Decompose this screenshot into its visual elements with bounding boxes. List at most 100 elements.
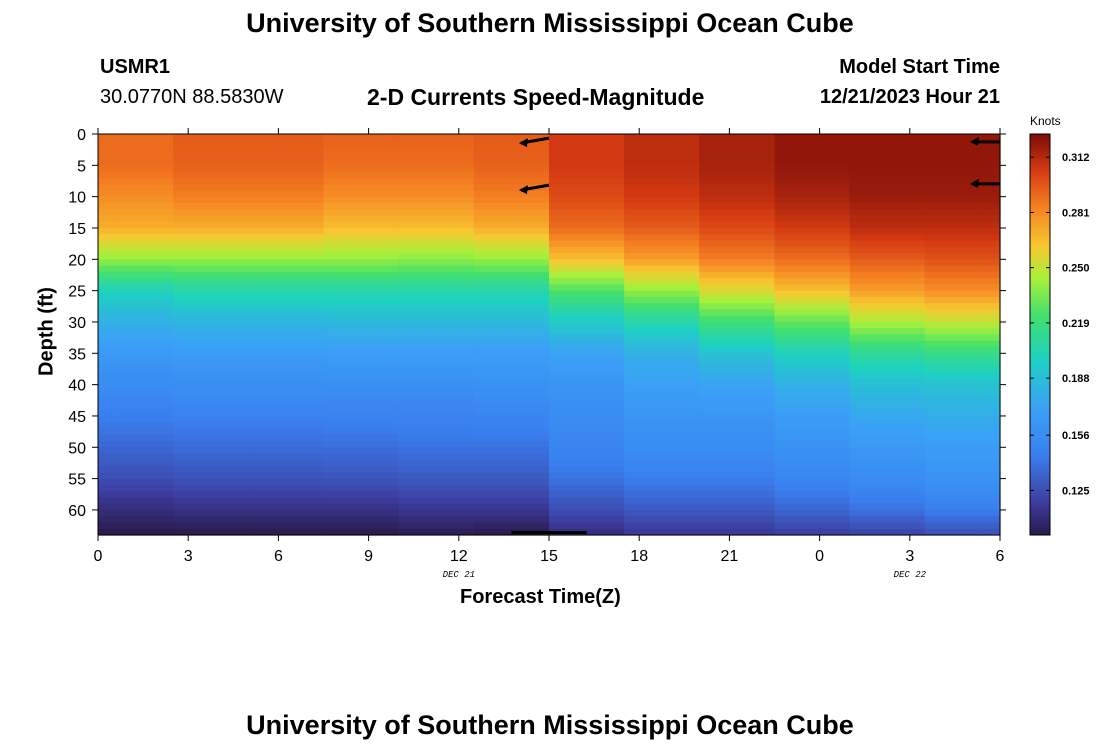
heatmap-cell <box>398 441 475 448</box>
heatmap-cell <box>924 171 982 179</box>
heatmap-cell <box>473 340 550 348</box>
heatmap-cell <box>549 202 625 210</box>
heatmap-cell <box>473 196 550 204</box>
heatmap-cell <box>849 340 926 348</box>
heatmap-cell <box>173 528 249 536</box>
heatmap-cell <box>624 171 700 179</box>
heatmap-cell <box>699 347 776 354</box>
heatmap-cell <box>774 390 851 398</box>
heatmap-cell <box>116 159 174 166</box>
heatmap-cell <box>924 278 982 285</box>
heatmap-cell <box>173 196 249 204</box>
heatmap-cell <box>98 516 118 524</box>
heatmap-cell <box>981 466 1001 473</box>
heatmap-cell <box>323 403 400 411</box>
heatmap-cell <box>849 202 926 210</box>
heatmap-cell <box>699 159 776 166</box>
heatmap-cell <box>398 221 475 229</box>
heatmap-cell <box>398 146 475 154</box>
heatmap-cell <box>116 278 174 285</box>
heatmap-cell <box>116 415 174 423</box>
heatmap-cell <box>981 472 1001 480</box>
heatmap-cell <box>624 453 700 461</box>
heatmap-cell <box>774 528 851 536</box>
heatmap-cell <box>473 140 550 148</box>
heatmap-cell <box>849 415 926 423</box>
heatmap-cell <box>398 265 475 273</box>
heatmap-cell <box>981 422 1001 430</box>
heatmap-cell <box>98 321 118 329</box>
heatmap-cell <box>699 447 776 455</box>
heatmap-cell <box>699 184 776 191</box>
heatmap-cell <box>924 196 982 204</box>
heatmap-cell <box>981 202 1001 210</box>
heatmap-cell <box>849 334 926 342</box>
heatmap-cell <box>323 202 400 210</box>
heatmap-cell <box>473 491 550 499</box>
heatmap-cell <box>116 509 174 517</box>
heatmap-cell <box>98 134 118 141</box>
heatmap-cell <box>473 221 550 229</box>
heatmap-cell <box>248 290 325 298</box>
heatmap-cell <box>398 296 475 304</box>
heatmap-cell <box>323 434 400 442</box>
heatmap-cell <box>981 246 1001 254</box>
heatmap-cell <box>248 227 325 235</box>
heatmap-cell <box>924 202 982 210</box>
colorbar-tick-label: 0.188 <box>1062 373 1090 385</box>
heatmap-cell <box>173 215 249 223</box>
heatmap-cell <box>774 447 851 455</box>
heatmap-cell <box>981 509 1001 517</box>
heatmap-cell <box>699 265 776 273</box>
y-tick-label: 15 <box>68 221 86 238</box>
heatmap-cell <box>473 447 550 455</box>
heatmap-cell <box>323 152 400 160</box>
heatmap-cell <box>323 516 400 524</box>
heatmap-cell <box>549 459 625 467</box>
heatmap-cell <box>398 516 475 524</box>
heatmap-cell <box>849 146 926 154</box>
heatmap-cell <box>173 453 249 461</box>
heatmap-cell <box>116 309 174 317</box>
heatmap-cell <box>248 278 325 285</box>
heatmap-cell <box>924 177 982 185</box>
heatmap-cell <box>116 434 174 442</box>
heatmap-cell <box>699 303 776 311</box>
colorbar-tick-label: 0.156 <box>1062 430 1090 442</box>
heatmap-cell <box>774 403 851 411</box>
heatmap-cell <box>116 353 174 361</box>
heatmap-cell <box>473 171 550 179</box>
heatmap-cell <box>98 378 118 386</box>
heatmap-cell <box>398 528 475 536</box>
heatmap-cell <box>849 227 926 235</box>
heatmap-cell <box>549 491 625 499</box>
heatmap-cell <box>173 146 249 154</box>
heatmap-cell <box>323 271 400 279</box>
heatmap-cell <box>398 184 475 191</box>
heatmap-cell <box>699 165 776 173</box>
heatmap-cell <box>116 140 174 148</box>
heatmap-cell <box>248 347 325 354</box>
heatmap-cell <box>924 491 982 499</box>
heatmap-cell <box>849 365 926 373</box>
heatmap-cell <box>981 384 1001 392</box>
heatmap-cell <box>473 159 550 166</box>
heatmap-cell <box>924 321 982 329</box>
heatmap-cell <box>624 290 700 298</box>
heatmap-cell <box>624 321 700 329</box>
heatmap-cell <box>774 422 851 430</box>
heatmap-cell <box>248 171 325 179</box>
heatmap-cell <box>549 171 625 179</box>
heatmap-cell <box>849 290 926 298</box>
heatmap-cell <box>398 491 475 499</box>
heatmap-cell <box>981 516 1001 524</box>
heatmap-cell <box>398 359 475 367</box>
heatmap-cell <box>849 140 926 148</box>
heatmap-cell <box>849 265 926 273</box>
heatmap-cell <box>398 278 475 285</box>
heatmap-cell <box>98 478 118 486</box>
heatmap-cell <box>116 152 174 160</box>
heatmap-cell <box>624 278 700 285</box>
heatmap-cell <box>699 246 776 254</box>
heatmap-cell <box>473 134 550 141</box>
